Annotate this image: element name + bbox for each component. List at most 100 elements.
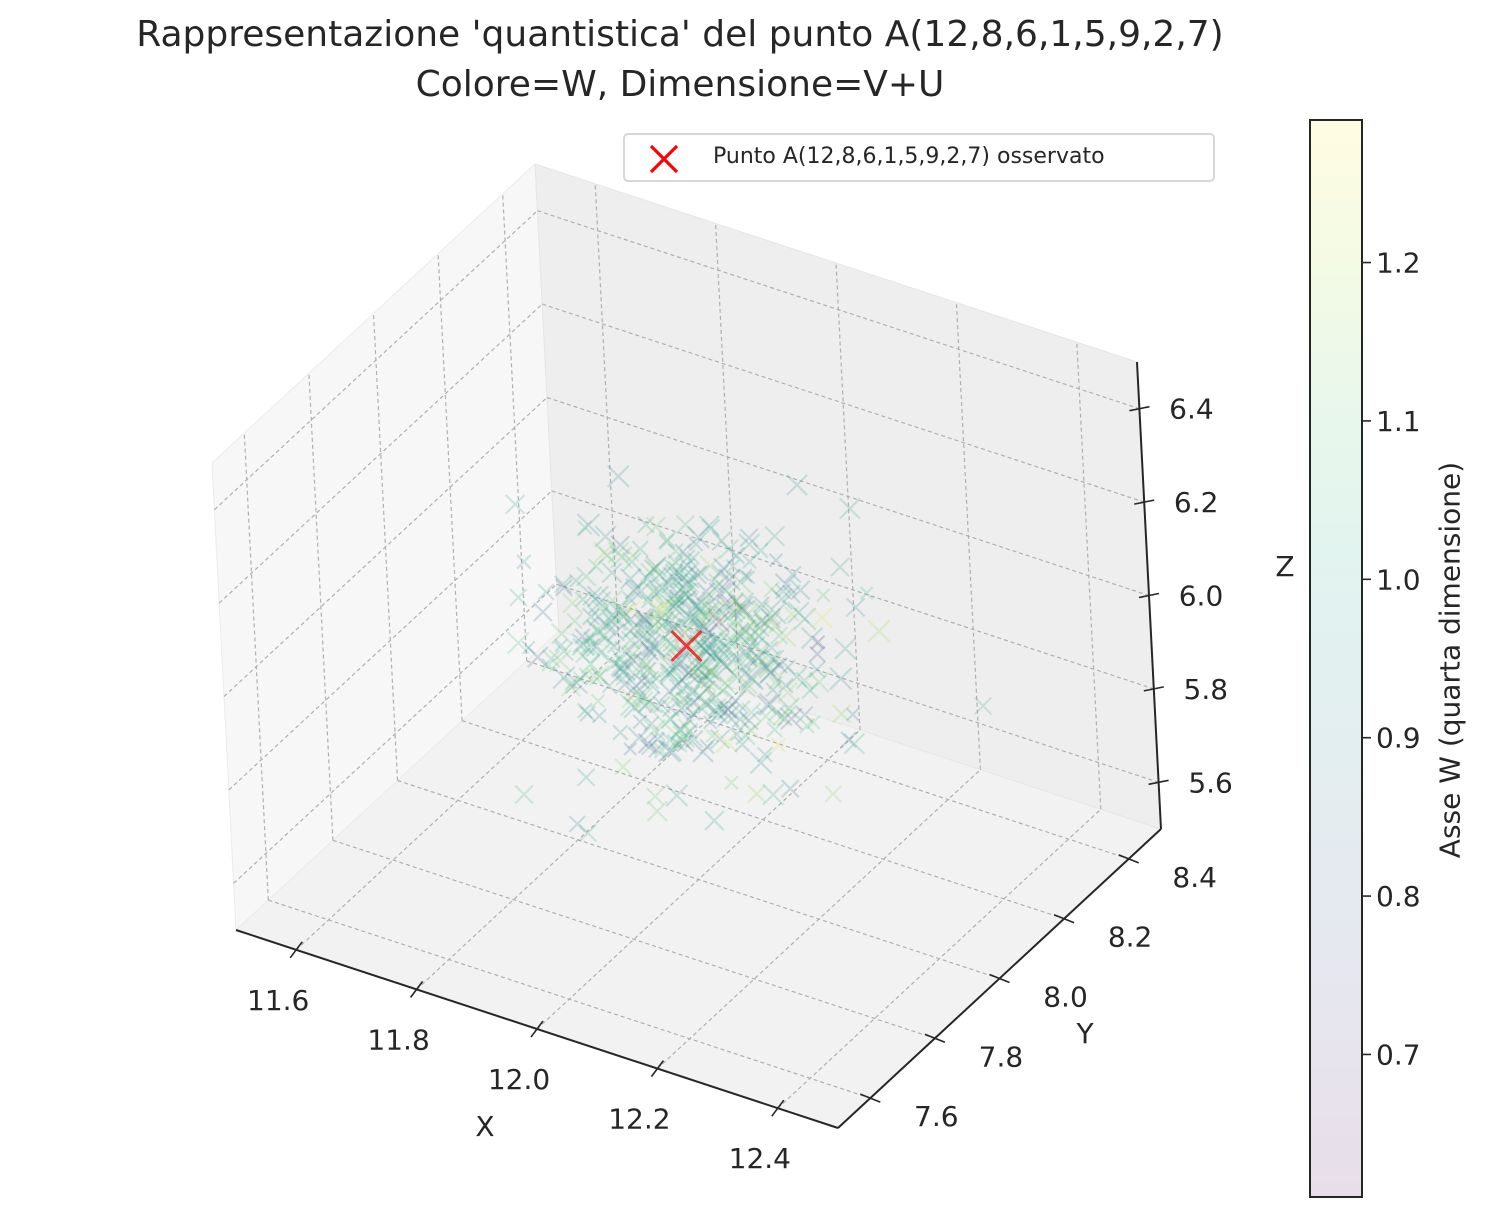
- scatter-point-stroke-b: [693, 671, 712, 690]
- scatter-point-stroke-b: [621, 552, 642, 572]
- scatter-point: [738, 675, 758, 695]
- scatter-point: [659, 654, 683, 678]
- scatter-point: [758, 661, 782, 685]
- scatter-point: [652, 695, 671, 714]
- scatter-point-stroke-b: [663, 557, 681, 576]
- scatter-point-stroke-a: [696, 667, 713, 684]
- scatter-point: [638, 633, 662, 657]
- scatter-point-stroke-b: [743, 653, 759, 668]
- scatter-point-stroke-a: [708, 578, 725, 595]
- scatter-point-stroke-a: [601, 562, 623, 584]
- scatter-point: [660, 730, 679, 750]
- scatter-point-stroke-b: [662, 643, 681, 661]
- scatter-point-stroke-a: [679, 557, 696, 574]
- scatter-point: [635, 625, 659, 649]
- scatter-point: [843, 732, 866, 755]
- scatter-point-stroke-a: [666, 657, 687, 678]
- scatter-point-stroke-a: [729, 727, 744, 742]
- scatter-point-stroke-a: [672, 567, 695, 590]
- scatter-point: [718, 639, 737, 658]
- scatter-point-stroke-a: [702, 662, 720, 679]
- scatter-point-stroke-b: [779, 659, 797, 676]
- scatter-point: [759, 661, 782, 684]
- scatter-point-stroke-b: [727, 699, 751, 724]
- scatter-point-stroke-b: [640, 739, 658, 756]
- scatter-point-stroke-b: [568, 573, 584, 588]
- scatter-point-stroke-b: [681, 723, 699, 740]
- scatter-point: [834, 637, 857, 660]
- scatter-point: [611, 649, 632, 670]
- scatter-point-stroke-a: [659, 654, 683, 678]
- scatter-point-stroke-b: [648, 699, 663, 714]
- scatter-point-stroke-b: [602, 612, 620, 630]
- scatter-point: [639, 562, 660, 583]
- scatter-point-stroke-a: [783, 606, 800, 622]
- scatter-point: [696, 581, 716, 601]
- scatter-point-stroke-a: [577, 702, 593, 719]
- scatter-point-stroke-a: [696, 695, 717, 715]
- scatter-point-stroke-b: [696, 581, 716, 601]
- scatter-point-stroke-a: [710, 650, 733, 673]
- scatter-point-stroke-b: [704, 688, 725, 709]
- scatter-point-stroke-b: [601, 588, 624, 612]
- scatter-point: [622, 600, 641, 619]
- scatter-point: [751, 628, 767, 643]
- scatter-point-stroke-a: [734, 736, 751, 753]
- scatter-point: [691, 592, 712, 613]
- scatter-point-stroke-b: [654, 598, 676, 619]
- scatter-point-stroke-b: [749, 617, 770, 638]
- scatter-point-stroke-b: [730, 595, 754, 619]
- grid-z-left: [233, 583, 558, 884]
- scatter-point-stroke-b: [750, 649, 767, 667]
- scatter-point-stroke-a: [667, 553, 685, 571]
- scatter-point: [663, 612, 680, 629]
- scatter-point: [750, 649, 767, 667]
- scatter-point-stroke-a: [623, 695, 647, 719]
- scatter-point-stroke-b: [642, 635, 666, 658]
- scatter-point-stroke-a: [811, 606, 833, 629]
- scatter-point: [738, 568, 753, 584]
- scatter-point-stroke-b: [660, 739, 683, 762]
- scatter-point-stroke-b: [733, 640, 758, 664]
- scatter-point-stroke-a: [635, 653, 658, 676]
- scatter-point-stroke-a: [683, 609, 699, 625]
- scatter-point-stroke-a: [702, 715, 718, 730]
- scatter-point: [705, 728, 720, 743]
- scatter-point-stroke-b: [672, 582, 696, 606]
- scatter-point-stroke-b: [626, 681, 648, 703]
- scatter-point-stroke-b: [684, 685, 701, 702]
- scatter-point: [783, 606, 800, 622]
- scatter-point-stroke-b: [628, 661, 652, 684]
- scatter-point: [699, 679, 717, 697]
- scatter-point-stroke-a: [672, 582, 696, 606]
- scatter-point-stroke-a: [664, 618, 685, 638]
- scatter-point-stroke-a: [671, 721, 689, 738]
- scatter-point-stroke-a: [635, 609, 654, 628]
- scatter-point-stroke-a: [625, 675, 647, 697]
- scatter-point-stroke-a: [696, 581, 716, 601]
- scatter-point: [614, 758, 632, 776]
- scatter-point-stroke-b: [751, 628, 767, 643]
- scatter-point: [699, 604, 716, 622]
- scatter-point-stroke-a: [700, 670, 719, 690]
- scatter-point: [762, 783, 785, 806]
- scatter-point-stroke-a: [767, 618, 783, 634]
- scatter-point-stroke-b: [733, 601, 751, 619]
- scatter-point-stroke-b: [685, 705, 701, 722]
- scatter-point-stroke-b: [699, 515, 720, 537]
- scatter-point: [576, 768, 596, 787]
- scatter-point: [824, 785, 843, 803]
- scatter-point-stroke-a: [642, 635, 666, 658]
- scatter-point: [591, 708, 608, 724]
- scatter-point-stroke-a: [755, 613, 775, 633]
- scatter-point-stroke-a: [775, 625, 797, 648]
- scatter-point: [664, 586, 684, 606]
- grid-z-back: [537, 210, 1140, 410]
- scatter-point: [656, 631, 678, 653]
- scatter-point-stroke-a: [662, 590, 686, 615]
- scatter-point: [541, 649, 561, 668]
- scatter-point-stroke-b: [707, 607, 722, 622]
- scatter-point-stroke-a: [612, 603, 635, 625]
- scatter-point: [749, 617, 770, 638]
- scatter-point-stroke-b: [587, 558, 604, 575]
